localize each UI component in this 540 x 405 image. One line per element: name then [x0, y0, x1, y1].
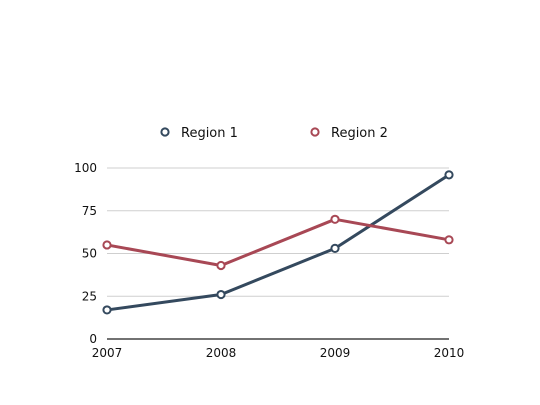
data-point-marker	[216, 260, 226, 271]
x-tick-label: 2008	[206, 346, 237, 360]
data-point-marker	[330, 214, 340, 224]
legend-marker	[310, 127, 320, 137]
y-tick-label: 75	[82, 204, 97, 218]
series-line	[105, 217, 451, 267]
x-tick-label: 2009	[320, 346, 351, 360]
y-tick-label: 50	[82, 247, 97, 261]
series-group	[102, 170, 454, 315]
x-tick-label: 2010	[434, 346, 465, 360]
data-point-marker	[102, 305, 112, 315]
y-tick-label: 0	[89, 332, 97, 346]
legend-marker	[160, 127, 170, 137]
legend: Region 1 Region 2	[160, 126, 388, 141]
gridlines	[107, 167, 449, 297]
data-point-marker	[102, 240, 112, 250]
data-point-marker	[444, 235, 454, 245]
legend-item: Region 2	[310, 126, 388, 141]
legend-label: Region 2	[331, 126, 388, 141]
data-point-marker	[444, 170, 454, 180]
legend-label: Region 1	[181, 126, 238, 141]
x-tick-label: 2007	[92, 346, 123, 360]
series-2	[102, 214, 454, 271]
y-tick-label: 25	[82, 289, 97, 303]
data-point-marker	[330, 243, 340, 253]
legend-item: Region 1	[160, 126, 238, 141]
series-1	[102, 170, 454, 315]
series-line	[105, 173, 451, 312]
data-point-marker	[216, 289, 226, 300]
axes: 0 25 50 75 100 2007 2008 2009 2010	[74, 161, 464, 360]
y-tick-label: 100	[74, 161, 97, 175]
